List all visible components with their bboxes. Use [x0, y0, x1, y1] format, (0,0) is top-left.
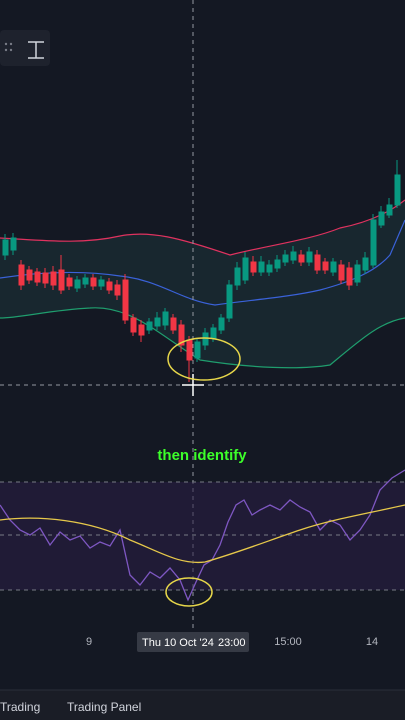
- crosshair-date: Thu 10 Oct '24: [142, 637, 214, 649]
- highlight-circle: [165, 577, 213, 607]
- time-label: 9: [86, 636, 92, 648]
- time-label: 14: [366, 636, 378, 648]
- crosshair-cursor: [182, 374, 204, 396]
- lower-band: [0, 307, 405, 369]
- band-fill: [0, 200, 405, 368]
- candles: [2, 160, 401, 382]
- time-label: 15:00: [274, 636, 302, 648]
- crosshair-time: 23:00: [218, 637, 246, 649]
- rsi-line: [0, 469, 405, 602]
- drawing-toolbar[interactable]: [0, 30, 50, 66]
- highlight-circle: [167, 337, 241, 381]
- middle-band: [0, 219, 405, 306]
- tab[interactable]: Trading: [0, 700, 40, 714]
- crosshair-time-box: [137, 632, 249, 652]
- tab[interactable]: Trading Panel: [67, 700, 141, 714]
- upper-band: [0, 199, 405, 256]
- rsi-ma: [0, 504, 405, 564]
- bottom-bar: [0, 690, 405, 720]
- caption: then identify: [157, 447, 247, 464]
- rsi-band: [0, 482, 405, 590]
